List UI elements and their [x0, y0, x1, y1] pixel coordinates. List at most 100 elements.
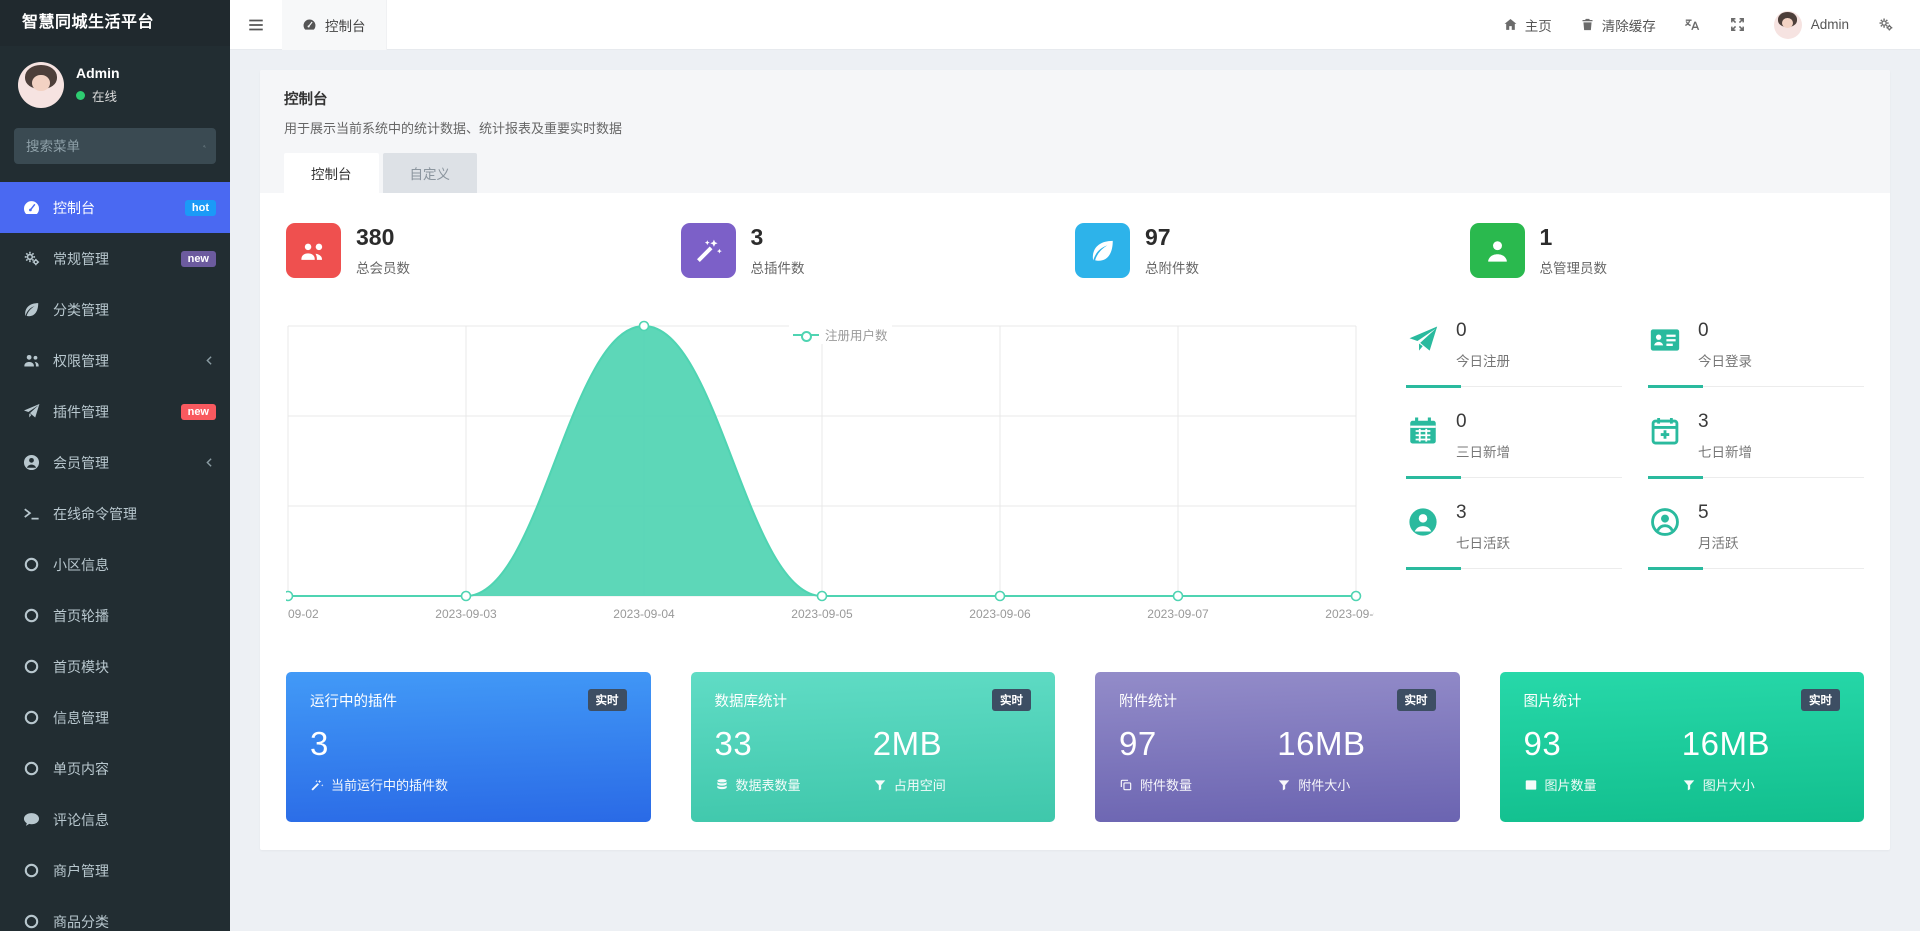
- card-image-stats: 图片统计 实时 93 图片数量 16MB 图片大小: [1499, 672, 1864, 822]
- registered-users-chart: 09-02 2023-09-03 2023-09-04 2023-09-05 2023-…: [286, 320, 1374, 632]
- sidebar-item-comment[interactable]: 评论信息: [0, 794, 230, 845]
- summary-cards-row: 运行中的插件 实时 3 当前运行中的插件数 数据库统计 实时 33 数据表数量 2MB 占用空间 附…: [286, 672, 1864, 822]
- chart-legend[interactable]: 注册用户数: [788, 325, 892, 344]
- sidebar-item-command[interactable]: 在线命令管理: [0, 488, 230, 539]
- card-title: 数据库统计: [714, 693, 788, 710]
- stat-total-plugins-icon-box: [680, 223, 736, 278]
- card-value: 2MB: [872, 725, 943, 762]
- svg-text:2023-09-08: 2023-09-08: [1325, 607, 1374, 621]
- main-content: 控制台 用于展示当前系统中的统计数据、统计报表及重要实时数据 控制台 自定义 3…: [230, 50, 1920, 931]
- circle-icon: [22, 708, 41, 727]
- sidebar-item-info[interactable]: 信息管理: [0, 692, 230, 743]
- send2-icon: [1406, 323, 1440, 357]
- sidebar-item-label: 分类管理: [53, 301, 109, 318]
- sidebar-item-label: 小区信息: [53, 556, 109, 573]
- topbar-tab-dashboard[interactable]: 控制台: [282, 0, 387, 50]
- sidebar-item-label: 评论信息: [53, 811, 109, 828]
- menu-search-input[interactable]: [26, 138, 203, 154]
- sidebar-item-category[interactable]: 分类管理: [0, 284, 230, 335]
- stat-value: 97: [1145, 224, 1171, 250]
- stats-row: 380 总会员数 3 总插件数 97 总附件数 1 总管理员数: [286, 223, 1864, 278]
- search-icon[interactable]: [203, 139, 206, 154]
- sidebar-toggle-button[interactable]: [230, 0, 282, 50]
- topbar-tab-label: 控制台: [325, 18, 366, 34]
- calendar-plus-icon: [1648, 414, 1682, 448]
- send-icon: [22, 402, 41, 421]
- svg-text:2023-09-06: 2023-09-06: [969, 607, 1031, 621]
- sidebar-item-dashboard[interactable]: 控制台 hot: [0, 182, 230, 233]
- navbar-username: Admin: [1810, 17, 1849, 32]
- filter-icon: [1277, 778, 1291, 792]
- stat-label: 总管理员数: [1539, 261, 1608, 276]
- sidebar-item-community[interactable]: 小区信息: [0, 539, 230, 590]
- card-value: 93: [1523, 725, 1562, 762]
- stat-value: 380: [356, 224, 395, 250]
- fullscreen-icon[interactable]: [1729, 16, 1746, 33]
- sidebar-item-plugin[interactable]: 插件管理 new: [0, 386, 230, 437]
- card-value-label: 图片数量: [1544, 778, 1597, 793]
- tab-dashboard[interactable]: 控制台: [284, 153, 379, 193]
- sidebar-item-page[interactable]: 单页内容: [0, 743, 230, 794]
- stat-label: 总插件数: [750, 261, 805, 276]
- navbar-avatar: [1773, 10, 1802, 39]
- sidebar-item-permission[interactable]: 权限管理: [0, 335, 230, 386]
- sidebar-item-label: 插件管理: [53, 403, 109, 420]
- card-value-label: 占用空间: [893, 778, 946, 793]
- card-value-label: 图片大小: [1702, 778, 1755, 793]
- mini-stat-label: 七日新增: [1698, 445, 1752, 460]
- gauge-icon: [22, 198, 41, 217]
- sidebar-item-label: 常规管理: [53, 250, 109, 267]
- sidebar-item-label: 首页轮播: [53, 607, 109, 624]
- image-icon: [1524, 778, 1538, 792]
- user-name: Admin: [76, 65, 120, 81]
- sidebar-item-home-module[interactable]: 首页模块: [0, 641, 230, 692]
- sidebar-item-label: 信息管理: [53, 709, 109, 726]
- chevron-left-icon: [203, 456, 216, 469]
- mini-stat-seven-day-active: 3 七日活跃: [1406, 502, 1622, 570]
- calendar-icon: [1406, 414, 1440, 448]
- sidebar-item-label: 单页内容: [53, 760, 109, 777]
- svg-text:2023-09-05: 2023-09-05: [791, 607, 853, 621]
- mini-stat-value: 0: [1698, 320, 1709, 341]
- home-icon: [1503, 17, 1518, 32]
- mini-stat-value: 0: [1456, 320, 1467, 341]
- circle-icon: [22, 657, 41, 676]
- app-title[interactable]: 智慧同城生活平台: [0, 0, 230, 46]
- menu-search: [14, 128, 216, 164]
- sidebar-menu: 控制台 hot 常规管理 new 分类管理权限管理 插件管理 new 会员管理 在线命令管理小区…: [0, 182, 230, 931]
- language-icon[interactable]: [1684, 16, 1701, 33]
- sidebar-item-banner[interactable]: 首页轮播: [0, 590, 230, 641]
- stat-value: 3: [750, 224, 764, 250]
- clear-cache-button[interactable]: 清除缓存: [1580, 15, 1656, 35]
- home-link[interactable]: 主页: [1503, 15, 1552, 35]
- mini-stat-label: 七日活跃: [1456, 536, 1510, 551]
- sidebar-item-goods-category[interactable]: 商品分类: [0, 896, 230, 931]
- sidebar-item-merchant[interactable]: 商户管理: [0, 845, 230, 896]
- sidebar: 智慧同城生活平台 Admin 在线 控制台 hot 常规管理 new 分类管理权限管理插…: [0, 0, 230, 931]
- stat-total-members: 380 总会员数: [286, 223, 681, 278]
- tab-custom[interactable]: 自定义: [382, 153, 477, 193]
- page-header: 控制台 用于展示当前系统中的统计数据、统计报表及重要实时数据 控制台 自定义: [260, 70, 1890, 193]
- card-value: 33: [714, 725, 753, 762]
- page-title: 控制台: [284, 92, 328, 108]
- card-value: 16MB: [1277, 725, 1366, 762]
- card-title: 附件统计: [1119, 693, 1177, 710]
- members-icon: [299, 236, 328, 265]
- sidebar-item-label: 控制台: [53, 199, 95, 216]
- user-avatar[interactable]: [18, 62, 64, 108]
- sidebar-item-member[interactable]: 会员管理: [0, 437, 230, 488]
- card-database-stats: 数据库统计 实时 33 数据表数量 2MB 占用空间: [690, 672, 1055, 822]
- stat-total-admins: 1 总管理员数: [1469, 223, 1865, 278]
- sidebar-item-general[interactable]: 常规管理 new: [0, 233, 230, 284]
- settings-gears-icon[interactable]: [1877, 16, 1894, 33]
- terminal-icon: [22, 504, 41, 523]
- mini-stat-today-register: 0 今日注册: [1406, 320, 1622, 388]
- stat-value: 1: [1539, 224, 1553, 250]
- topbar: 控制台 主页 清除缓存 Admin: [230, 0, 1920, 50]
- magic-icon: [694, 236, 723, 265]
- user-menu[interactable]: Admin: [1773, 10, 1849, 39]
- realtime-badge: 实时: [992, 689, 1031, 711]
- svg-text:2023-09-03: 2023-09-03: [435, 607, 497, 621]
- clear-cache-label: 清除缓存: [1601, 18, 1656, 34]
- circle-icon: [22, 861, 41, 880]
